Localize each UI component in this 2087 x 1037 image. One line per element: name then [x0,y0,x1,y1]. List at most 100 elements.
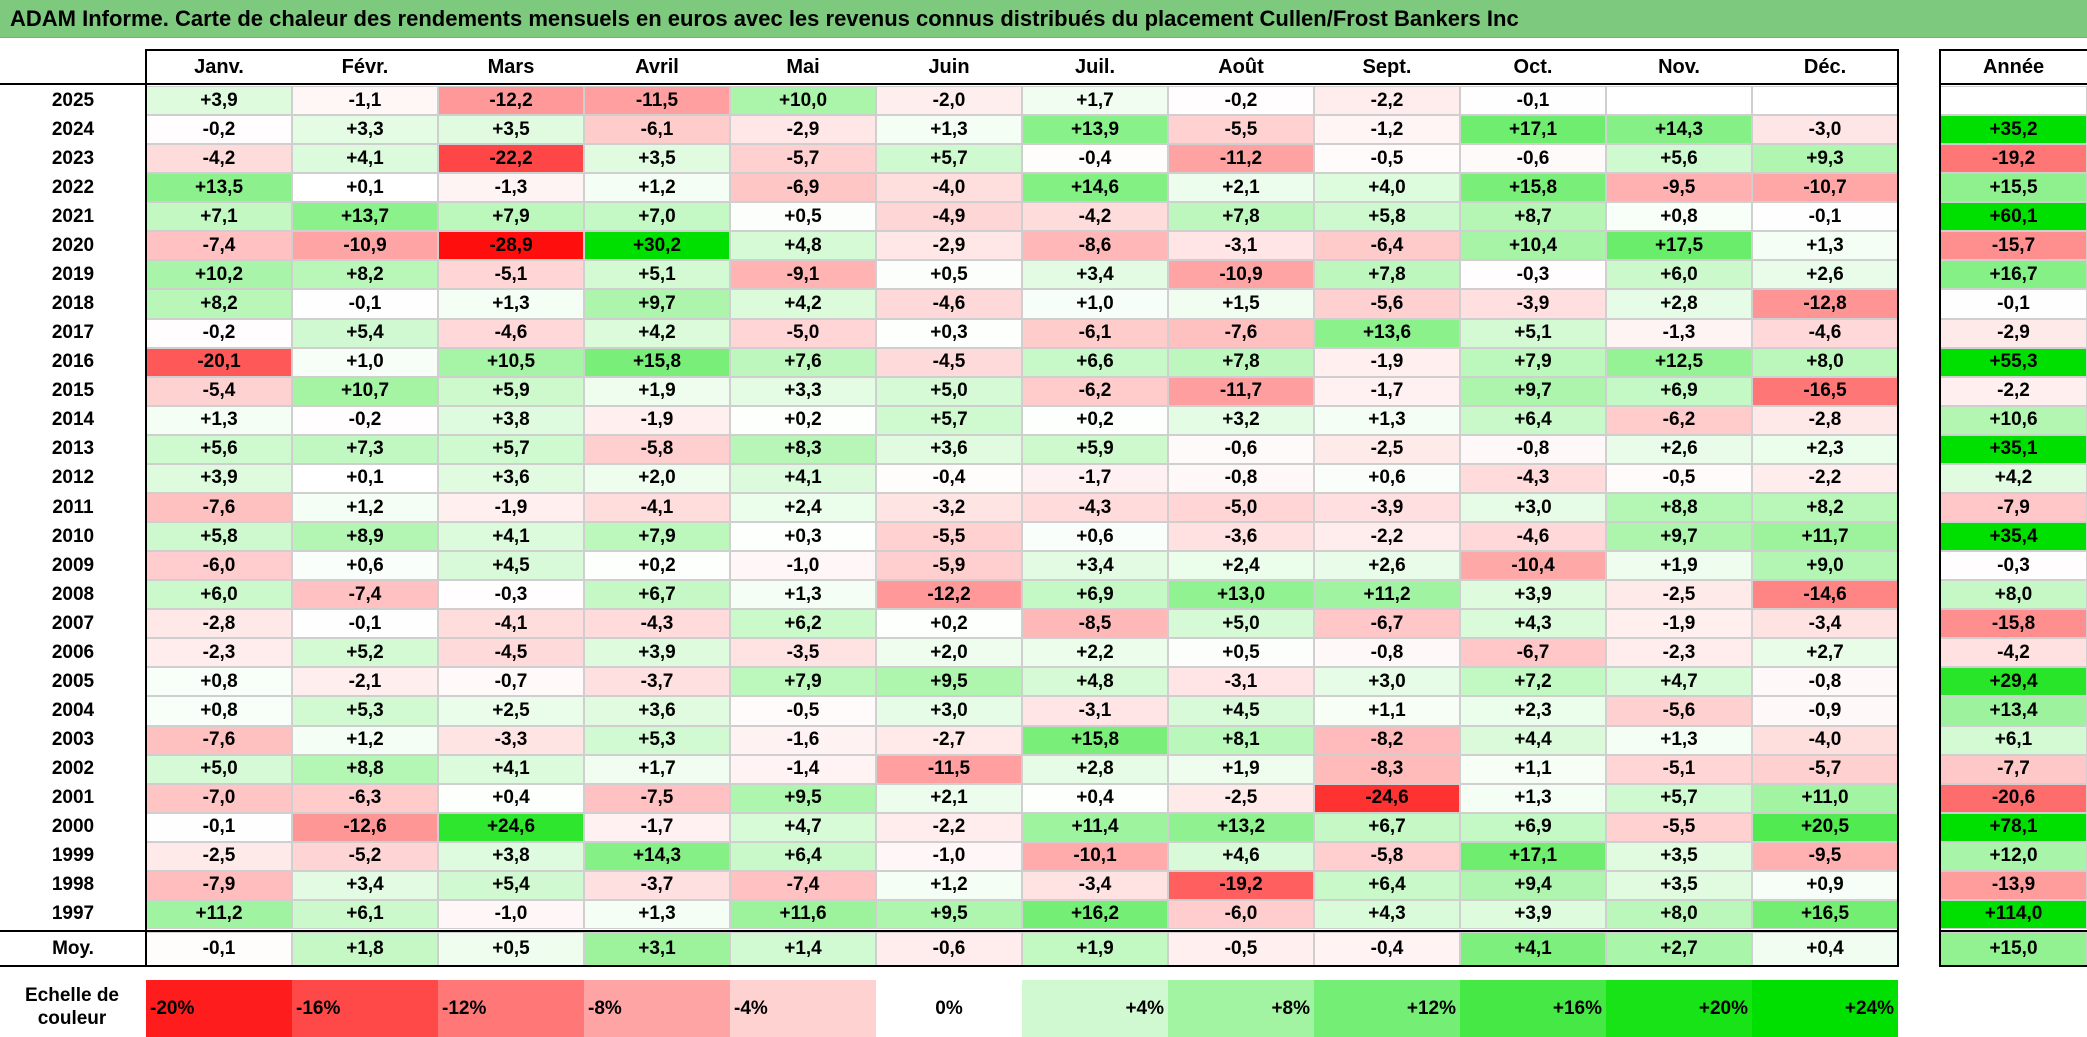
row-year-label: 2010 [51,525,95,547]
heatmap-cell: +3,6 [876,434,1022,464]
heatmap-cell: +7,6 [730,347,876,377]
heatmap-cell: +1,7 [1022,86,1168,116]
annual-cell: +55,3 [1940,347,2087,377]
heatmap-cell: +1,2 [876,870,1022,900]
heatmap-cell: +6,0 [1606,260,1752,290]
row-year-label: 2001 [51,787,95,809]
heatmap-cell: -4,6 [876,289,1022,319]
annual-cell: +16,7 [1940,260,2087,290]
heatmap-cell: -12,8 [1752,289,1898,319]
average-cell: +1,8 [292,932,438,966]
heatmap-cell: -7,9 [146,870,292,900]
row-year-label: 2008 [51,583,95,605]
color-scale-swatch: -20% [146,980,292,1037]
heatmap-cell: +7,8 [1314,260,1460,290]
heatmap-cell: -5,8 [584,434,730,464]
row-year-label: 2016 [51,351,95,373]
color-scale-swatch: +4% [1022,980,1168,1037]
heatmap-cell: +8,2 [292,260,438,290]
heatmap-cell: +5,1 [584,260,730,290]
heatmap-cell: -1,0 [438,899,584,930]
annual-cell: -4,2 [1940,638,2087,668]
heatmap-cell: -7,6 [146,492,292,523]
heatmap-cell: -2,5 [1168,783,1314,813]
heatmap-cell: +10,2 [146,260,292,290]
heatmap-cell: +7,9 [730,667,876,697]
heatmap-cell: +2,5 [438,696,584,726]
heatmap-cell: +1,3 [1606,725,1752,755]
grid-right-border [1897,49,1899,967]
year-header: Année [1982,55,2045,78]
average-cell: -0,6 [876,932,1022,966]
heatmap-cell: +3,5 [438,115,584,145]
row-year-label: 2022 [51,176,95,198]
heatmap-cell: +3,0 [1314,667,1460,697]
heatmap-cell: -6,0 [146,551,292,581]
heatmap-cell: +5,6 [1606,144,1752,174]
heatmap-cell [1752,86,1898,116]
heatmap-cell: +9,5 [876,667,1022,697]
heatmap-cell: +1,3 [438,289,584,319]
annual-cell: +13,4 [1940,696,2087,726]
heatmap-cell: -14,6 [1752,580,1898,610]
row-year-label: 2000 [51,816,95,838]
heatmap-cell: +12,5 [1606,347,1752,377]
heatmap-cell: -1,9 [1606,609,1752,639]
heatmap-cell: -5,8 [1314,841,1460,871]
heatmap-cell: -11,5 [876,754,1022,784]
heatmap-cell: +5,6 [146,434,292,464]
annual-cell: -2,9 [1940,318,2087,348]
color-scale-swatch: +16% [1460,980,1606,1037]
heatmap-cell: +11,7 [1752,522,1898,552]
chart-title: ADAM Informe. Carte de chaleur des rende… [10,6,1519,31]
heatmap-cell: -0,4 [1022,144,1168,174]
heatmap-cell: -10,1 [1022,841,1168,871]
heatmap-cell: +11,4 [1022,812,1168,842]
row-year-label: 2013 [51,438,95,460]
heatmap-cell: -4,9 [876,202,1022,232]
heatmap-cell: +2,6 [1314,551,1460,581]
heatmap-cell: +4,4 [1460,725,1606,755]
annual-cell: +78,1 [1940,812,2087,842]
heatmap-cell: -10,9 [292,231,438,261]
heatmap-cell: +3,3 [730,376,876,406]
heatmap-cell: +5,1 [1460,318,1606,348]
heatmap-cell: -2,3 [146,638,292,668]
heatmap-cell: +2,3 [1752,434,1898,464]
heatmap-cell: +0,8 [146,667,292,697]
avg-top-border [0,930,1899,932]
heatmap-cell: +5,3 [584,725,730,755]
heatmap-cell: -0,8 [1752,667,1898,697]
heatmap-cell: +3,9 [146,86,292,116]
heatmap-cell: +1,9 [584,376,730,406]
heatmap-cell: -6,4 [1314,231,1460,261]
average-cell: +0,4 [1752,932,1898,966]
month-header: Sept. [1362,55,1412,78]
row-year-label: 2024 [51,118,95,140]
heatmap-cell: -1,7 [584,812,730,842]
heatmap-cell: -8,3 [1314,754,1460,784]
average-row-label: Moy. [52,938,94,959]
heatmap-cell: +1,2 [292,492,438,523]
heatmap-cell: +8,8 [1606,492,1752,523]
color-scale-label: Echelle de couleur [25,985,119,1029]
annual-cell: +35,1 [1940,434,2087,464]
heatmap-cell: -0,2 [1168,86,1314,116]
heatmap-cell: +0,5 [876,260,1022,290]
heatmap-cell: +13,5 [146,173,292,203]
heatmap-cell: +6,6 [1022,347,1168,377]
annual-cell: -13,9 [1940,870,2087,900]
heatmap-cell: +4,5 [438,551,584,581]
heatmap-cell: -2,7 [876,725,1022,755]
month-header: Janv. [194,55,244,78]
heatmap-cell: +10,4 [1460,231,1606,261]
heatmap-cell: +1,7 [584,754,730,784]
heatmap-cell: -4,5 [876,347,1022,377]
heatmap-cell: +4,0 [1314,173,1460,203]
heatmap-cell: +11,0 [1752,783,1898,813]
heatmap-cell: -4,3 [1022,492,1168,523]
heatmap-cell: -0,8 [1168,463,1314,493]
heatmap-cell: -4,6 [438,318,584,348]
heatmap-cell: -2,5 [1606,580,1752,610]
color-scale-swatch: +12% [1314,980,1460,1037]
